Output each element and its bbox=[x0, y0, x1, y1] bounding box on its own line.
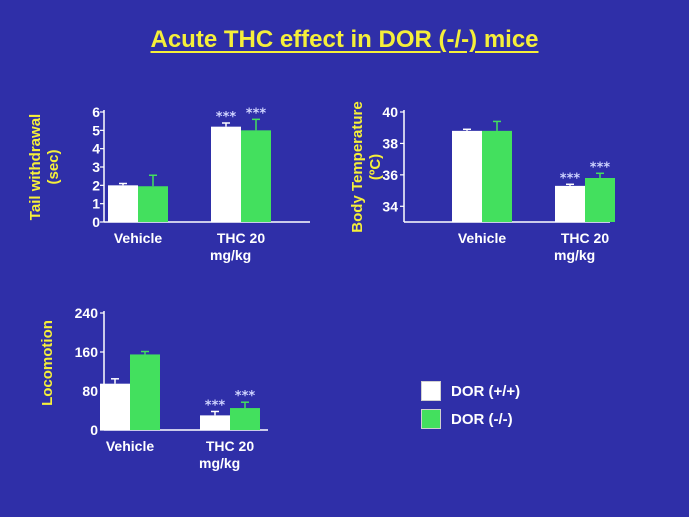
y-axis-label: (sec) bbox=[45, 149, 62, 184]
bar-knockout bbox=[138, 186, 168, 222]
y-tick-label: 160 bbox=[75, 344, 99, 360]
x-category-label: mg/kg bbox=[554, 247, 595, 263]
slide-title: Acute THC effect in DOR (-/-) mice bbox=[0, 26, 689, 54]
y-tick-label: 0 bbox=[90, 422, 98, 438]
x-category-label: THC 20 bbox=[206, 438, 254, 454]
legend-label-knockout: DOR (-/-) bbox=[451, 410, 513, 428]
y-tick-label: 0 bbox=[92, 214, 100, 230]
significance-stars: *** bbox=[246, 106, 267, 121]
significance-stars: *** bbox=[560, 171, 581, 186]
bar-wildtype bbox=[200, 415, 230, 430]
bar-knockout bbox=[482, 130, 512, 222]
x-category-label: Vehicle bbox=[106, 438, 154, 454]
legend: DOR (+/+) DOR (-/-) bbox=[421, 377, 520, 433]
y-tick-label: 6 bbox=[92, 104, 100, 120]
bar-wildtype bbox=[100, 383, 130, 430]
y-tick-label: 4 bbox=[92, 141, 100, 157]
significance-stars: *** bbox=[205, 398, 226, 413]
y-tick-label: 2 bbox=[92, 177, 100, 193]
legend-item-wildtype: DOR (+/+) bbox=[421, 377, 520, 405]
y-axis-label: Body Temperature bbox=[349, 101, 366, 232]
y-tick-label: 34 bbox=[382, 198, 398, 214]
x-category-label: Vehicle bbox=[114, 230, 162, 246]
slide-title-text: Acute THC effect in DOR (-/-) mice bbox=[150, 26, 539, 53]
y-axis-label: Locomotion bbox=[39, 320, 56, 406]
y-axis-label: Tail withdrawal bbox=[27, 114, 44, 220]
significance-stars: *** bbox=[216, 110, 237, 125]
legend-label-wildtype: DOR (+/+) bbox=[451, 382, 521, 400]
bar-wildtype bbox=[108, 185, 138, 222]
bar-wildtype bbox=[555, 185, 585, 222]
legend-item-knockout: DOR (-/-) bbox=[421, 405, 520, 433]
x-category-label: mg/kg bbox=[199, 455, 240, 471]
y-tick-label: 1 bbox=[92, 196, 100, 212]
y-axis-label: (ºC) bbox=[367, 154, 384, 180]
bar-wildtype bbox=[452, 130, 482, 222]
bar-knockout bbox=[241, 130, 271, 222]
legend-swatch-knockout bbox=[421, 409, 441, 429]
significance-stars: *** bbox=[590, 160, 611, 175]
y-tick-label: 36 bbox=[382, 167, 398, 183]
bar-knockout bbox=[585, 178, 615, 222]
y-tick-label: 3 bbox=[92, 159, 100, 175]
significance-stars: *** bbox=[235, 389, 256, 404]
x-category-label: THC 20 bbox=[217, 230, 265, 246]
bar-knockout bbox=[230, 408, 260, 430]
x-category-label: Vehicle bbox=[458, 230, 506, 246]
y-tick-label: 38 bbox=[382, 135, 398, 151]
bar-wildtype bbox=[211, 126, 241, 222]
bar-knockout bbox=[130, 354, 160, 430]
y-tick-label: 5 bbox=[92, 122, 100, 138]
x-category-label: mg/kg bbox=[210, 247, 251, 263]
x-category-label: THC 20 bbox=[561, 230, 609, 246]
y-tick-label: 80 bbox=[82, 383, 98, 399]
y-tick-label: 240 bbox=[75, 305, 99, 321]
legend-swatch-wildtype bbox=[421, 381, 441, 401]
y-tick-label: 40 bbox=[382, 104, 398, 120]
